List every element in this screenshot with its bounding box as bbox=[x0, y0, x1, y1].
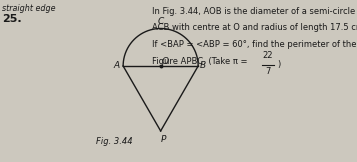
Text: 7: 7 bbox=[265, 66, 271, 75]
Text: B: B bbox=[200, 61, 206, 70]
Text: ): ) bbox=[277, 60, 280, 69]
Text: 22: 22 bbox=[263, 52, 273, 60]
Text: P: P bbox=[161, 135, 166, 144]
Text: 25.: 25. bbox=[2, 14, 22, 24]
Text: Fig. 3.44: Fig. 3.44 bbox=[96, 137, 132, 146]
Text: O: O bbox=[162, 57, 169, 66]
Text: C: C bbox=[157, 17, 164, 26]
Text: In Fig. 3.44, AOB is the diameter of a semi-circle: In Fig. 3.44, AOB is the diameter of a s… bbox=[152, 7, 355, 16]
Text: ACB with centre at O and radius of length 17.5 cm.: ACB with centre at O and radius of lengt… bbox=[152, 23, 357, 33]
Text: A: A bbox=[113, 61, 120, 70]
Text: Figure APBC. (Take π =: Figure APBC. (Take π = bbox=[152, 57, 250, 65]
Text: If <BAP = <ABP = 60°, find the perimeter of the: If <BAP = <ABP = 60°, find the perimeter… bbox=[152, 40, 357, 49]
Text: straight edge: straight edge bbox=[2, 4, 55, 13]
